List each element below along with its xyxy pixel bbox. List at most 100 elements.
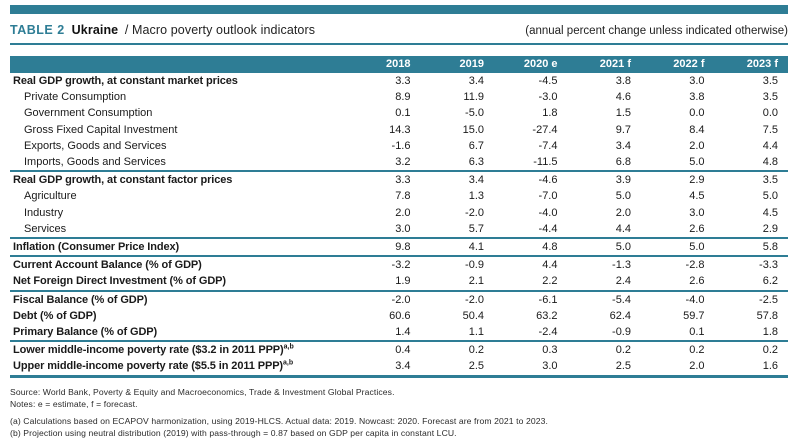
row-label: Gross Fixed Capital Investment — [24, 123, 178, 136]
cell-value: -2.8 — [641, 255, 715, 274]
table-subtitle: / Macro poverty outlook indicators — [124, 23, 316, 37]
cell-value: -2.0 — [420, 289, 494, 308]
cell-value: -3.3 — [714, 255, 788, 274]
cell-value: 9.8 — [347, 237, 421, 257]
cell-value: 62.4 — [609, 309, 631, 322]
cell-value: 2.5 — [468, 360, 484, 373]
cell-value: 4.5 — [762, 206, 778, 219]
units-caption: (annual percent change unless indicated … — [525, 25, 788, 37]
cell-value: 2.9 — [641, 170, 715, 189]
title-rule — [10, 43, 788, 45]
notes-line: Notes: e = estimate, f = forecast. — [10, 398, 138, 409]
cell-value: -0.9 — [612, 326, 631, 339]
cell-value: 3.5 — [762, 75, 778, 87]
table-row: Real GDP growth, at constant market pric… — [10, 73, 788, 89]
cell-value: 0.0 — [689, 107, 705, 120]
cell-value: 1.3 — [468, 190, 484, 203]
table-row: Exports, Goods and Services -1.6 6.7 -7.4 3.… — [10, 138, 788, 154]
table-row: Net Foreign Direct Investment (% of GDP)… — [10, 273, 788, 290]
cell-value: 2.2 — [542, 275, 558, 288]
cell-value: 9.7 — [615, 123, 631, 136]
cell-value: 1.5 — [615, 107, 631, 120]
cell-value: -4.0 — [538, 206, 558, 219]
country-name: Ukraine — [71, 23, 119, 37]
cell-value: 0.0 — [762, 107, 778, 120]
cell-value: 0.1 — [689, 326, 705, 339]
table-header-row: 2018 2019 2020 e 2021 f 2022 f 2023 f — [10, 56, 788, 73]
cell-value: 2.0 — [689, 139, 705, 152]
cell-value: 1.4 — [395, 326, 411, 339]
cell-value: 57.8 — [756, 309, 778, 322]
cell-value: 3.4 — [395, 360, 411, 373]
footnote-marker: a,b — [283, 359, 294, 367]
cell-value: -1.3 — [567, 255, 641, 274]
cell-value: 3.2 — [395, 156, 411, 169]
cell-value: 50.4 — [462, 309, 484, 322]
cell-value: 3.5 — [714, 170, 788, 189]
cell-value: 2.1 — [468, 275, 484, 288]
cell-value: 4.4 — [494, 255, 568, 274]
cell-value: 4.1 — [420, 237, 494, 257]
row-label: Current Account Balance (% of GDP) — [10, 255, 347, 274]
cell-value: 3.0 — [395, 222, 411, 235]
cell-value: 5.0 — [641, 237, 715, 257]
table-row: Upper middle-income poverty rate ($5.5 i… — [10, 358, 788, 376]
cell-value: -2.5 — [714, 289, 788, 308]
row-label: Net Foreign Direct Investment (% of GDP) — [13, 275, 226, 288]
row-label: Private Consumption — [24, 91, 127, 104]
row-label: Primary Balance (% of GDP) — [13, 326, 158, 339]
cell-value: 6.7 — [468, 139, 484, 152]
cell-value: -4.4 — [538, 222, 558, 235]
row-label: Debt (% of GDP) — [13, 309, 97, 322]
footnote-b: (b) Projection using neutral distributio… — [10, 427, 457, 438]
cell-value: 1.1 — [468, 326, 484, 339]
page: TABLE 2 Ukraine / Macro poverty outlook i… — [0, 5, 798, 439]
cell-value: -3.2 — [347, 255, 421, 274]
cell-value: 4.8 — [762, 156, 778, 169]
source-line: Source: World Bank, Poverty & Equity and… — [10, 386, 395, 397]
cell-value: -4.6 — [494, 170, 568, 189]
cell-value: 3.0 — [689, 75, 705, 87]
cell-value: 15.0 — [462, 123, 484, 136]
cell-value: -7.0 — [538, 190, 558, 203]
cell-value: 1.8 — [542, 107, 558, 120]
cell-value: 11.9 — [463, 91, 484, 104]
cell-value: -2.4 — [538, 326, 558, 339]
cell-value: -3.0 — [538, 91, 558, 104]
cell-value: 6.3 — [468, 156, 484, 169]
row-label: Exports, Goods and Services — [24, 139, 167, 152]
column-header-2018: 2018 — [347, 56, 421, 73]
cell-value: 63.2 — [536, 309, 558, 322]
cell-value: 2.6 — [689, 222, 705, 235]
table-number-tag: TABLE 2 — [10, 23, 65, 37]
cell-value: 2.0 — [689, 360, 705, 373]
cell-value: -2.0 — [347, 289, 421, 308]
cell-value: 0.2 — [641, 340, 715, 359]
row-label: Upper middle-income poverty rate ($5.5 i… — [13, 359, 294, 373]
row-label: Services — [24, 222, 67, 235]
cell-value: 5.0 — [689, 156, 705, 169]
cell-value: 2.0 — [615, 206, 631, 219]
row-label: Real GDP growth, at constant factor pric… — [10, 170, 347, 189]
cell-value: 3.4 — [468, 75, 484, 87]
cell-value: 3.9 — [567, 170, 641, 189]
footnote-marker: a,b — [283, 343, 294, 351]
cell-value: -0.9 — [420, 255, 494, 274]
column-header-2019: 2019 — [420, 56, 494, 73]
cell-value: -4.5 — [538, 75, 558, 87]
cell-value: -7.4 — [538, 139, 558, 152]
footnote-a: (a) Calculations based on ECAPOV harmoni… — [10, 415, 548, 426]
cell-value: -1.6 — [391, 139, 411, 152]
cell-value: 1.9 — [395, 275, 411, 288]
table-row: Industry 2.0 -2.0 -4.0 2.0 3.0 4.5 — [10, 205, 788, 221]
header-spacer — [10, 56, 347, 73]
cell-value: 5.8 — [714, 237, 788, 257]
cell-value: 4.4 — [615, 222, 631, 235]
cell-value: 3.8 — [689, 91, 705, 104]
table-title: TABLE 2 Ukraine / Macro poverty outlook i… — [10, 23, 315, 37]
cell-value: 0.2 — [420, 340, 494, 359]
column-header-2020e: 2020 e — [494, 56, 568, 73]
cell-value: 2.4 — [615, 275, 631, 288]
cell-value: -6.1 — [494, 289, 568, 308]
row-label: Industry — [24, 206, 64, 219]
